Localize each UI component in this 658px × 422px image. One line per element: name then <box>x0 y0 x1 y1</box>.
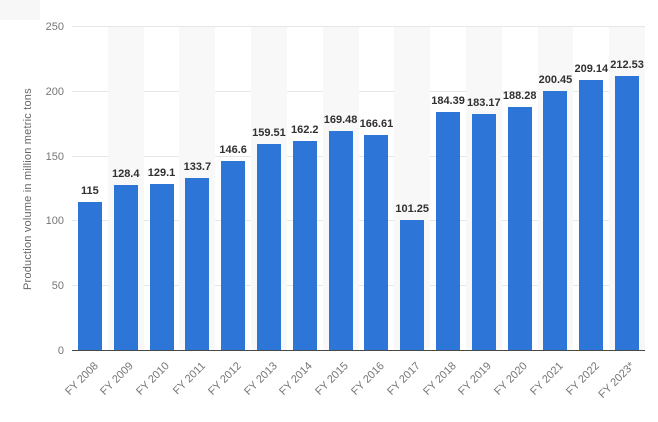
bar-value-label: 162.2 <box>291 123 319 136</box>
column-fy-2009: 128.4 <box>107 27 144 351</box>
x-tick-label-fy-2021: FY 2021 <box>528 360 566 398</box>
bar-value-label: 212.53 <box>610 58 644 71</box>
gridline-50 <box>72 285 645 287</box>
gridline-250 <box>72 26 645 27</box>
bar-value-label: 133.7 <box>183 160 212 173</box>
y-tick-label-150: 150 <box>45 150 64 163</box>
gridline-150 <box>72 155 645 157</box>
bar-fy-2009[interactable] <box>113 184 138 351</box>
x-tick-label-fy-2018: FY 2018 <box>420 360 459 398</box>
x-tick-label-fy-2013: FY 2013 <box>241 360 280 398</box>
bar-value-label: 159.51 <box>252 127 286 140</box>
column-fy-2023-: 212.53 <box>609 27 645 351</box>
y-tick-label-50: 50 <box>51 280 64 293</box>
bar-fy-2010[interactable] <box>149 183 174 351</box>
bar-fy-2017[interactable] <box>400 219 425 351</box>
bar-columns: 115 128.4 129.1 133.7 146.6 159.51 162.2 169.48… <box>72 27 645 351</box>
plot-area: 115 128.4 129.1 133.7 146.6 159.51 162.2 169.48… <box>72 26 645 351</box>
column-fy-2016: 166.61 <box>359 27 395 351</box>
x-tick-label-fy-2011: FY 2011 <box>170 360 208 398</box>
bar-fy-2013[interactable] <box>256 144 281 351</box>
column-fy-2015: 169.48 <box>322 27 359 351</box>
column-fy-2012: 146.6 <box>215 27 251 351</box>
bar-fy-2020[interactable] <box>507 107 532 351</box>
column-fy-2019: 183.17 <box>465 27 502 351</box>
column-fy-2018: 184.39 <box>430 27 466 351</box>
column-fy-2014: 162.2 <box>287 27 323 351</box>
y-tick-label-250: 250 <box>45 21 64 33</box>
y-tick-label-100: 100 <box>45 215 64 228</box>
bar-value-label: 184.39 <box>431 95 465 108</box>
x-tick-label-fy-2016: FY 2016 <box>349 360 387 398</box>
column-fy-2021: 200.45 <box>537 27 574 351</box>
x-axis-labels: FY 2008 FY 2009 FY 2010 FY 2011 FY 2012 FY 20… <box>63 356 645 416</box>
bar-value-label: 101.25 <box>395 202 430 215</box>
column-fy-2010: 129.1 <box>144 27 180 351</box>
x-tick-label-fy-2010: FY 2010 <box>134 360 173 398</box>
x-tick-label-fy-2017: FY 2017 <box>384 360 423 398</box>
bar-fy-2011[interactable] <box>185 177 210 351</box>
bar-value-label: 200.45 <box>538 74 573 87</box>
bar-fy-2008[interactable] <box>77 201 102 351</box>
column-fy-2020: 188.28 <box>502 27 538 351</box>
bar-value-label: 166.61 <box>359 118 394 131</box>
bar-value-label: 188.28 <box>502 90 537 102</box>
x-tick-label-fy-2015: FY 2015 <box>313 360 352 398</box>
bar-fy-2023-[interactable] <box>615 75 640 351</box>
bar-fy-2015[interactable] <box>328 131 353 351</box>
y-tick-label-0: 0 <box>57 345 64 357</box>
x-tick-label-fy-2020: FY 2020 <box>492 360 531 398</box>
bar-fy-2012[interactable] <box>221 161 246 351</box>
bar-fy-2019[interactable] <box>471 113 496 351</box>
x-tick-label-fy-2019: FY 2019 <box>456 360 495 398</box>
x-tick-label-fy-2023-: FY 2023* <box>596 360 638 401</box>
bar-fy-2018[interactable] <box>436 112 461 351</box>
bar-fy-2016[interactable] <box>364 135 389 351</box>
x-tick-label-fy-2012: FY 2012 <box>205 360 244 398</box>
bar-value-label: 146.6 <box>219 144 247 157</box>
bar-value-label: 115 <box>81 184 99 197</box>
x-tick-label-fy-2008: FY 2008 <box>62 360 101 398</box>
x-tick-label-fy-2009: FY 2009 <box>98 360 137 398</box>
column-fy-2017: 101.25 <box>394 27 431 351</box>
bar-value-label: 183.17 <box>467 96 501 109</box>
gridline-100 <box>72 220 645 222</box>
column-fy-2022: 209.14 <box>573 27 609 351</box>
column-fy-2011: 133.7 <box>179 27 216 351</box>
y-tick-label-200: 200 <box>45 85 64 98</box>
y-axis-title: Production volume in million metric tons <box>22 88 34 290</box>
bar-fy-2021[interactable] <box>543 91 568 351</box>
column-fy-2013: 159.51 <box>251 27 287 351</box>
bar-fy-2014[interactable] <box>292 140 317 351</box>
bar-value-label: 169.48 <box>323 114 358 127</box>
top-left-artifact <box>0 0 40 20</box>
bar-value-label: 128.4 <box>111 167 140 180</box>
gridline-200 <box>72 90 645 92</box>
bar-fy-2022[interactable] <box>579 79 604 351</box>
bar-value-label: 209.14 <box>574 62 609 75</box>
column-fy-2008: 115 <box>72 27 108 351</box>
x-axis-line <box>72 350 645 351</box>
x-tick-label-fy-2014: FY 2014 <box>277 360 316 398</box>
bar-value-label: 129.1 <box>147 166 176 179</box>
